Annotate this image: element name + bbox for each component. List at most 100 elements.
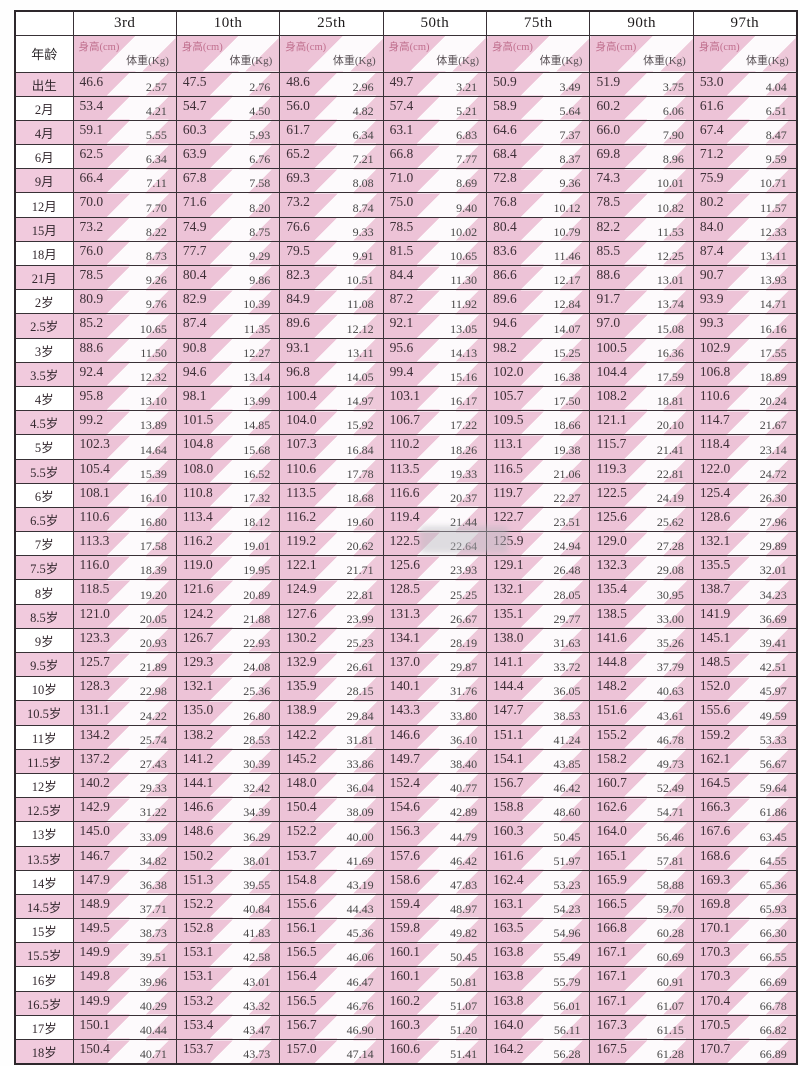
height-unit-label: 身高(cm) xyxy=(78,41,120,53)
height-value: 59.1 xyxy=(79,121,104,137)
weight-value: 20.05 xyxy=(139,611,167,626)
height-value: 110.6 xyxy=(699,387,730,403)
weight-value: 9.36 xyxy=(559,176,581,191)
height-value: 156.7 xyxy=(286,1016,317,1032)
height-value: 113.1 xyxy=(493,436,523,452)
height-value: 166.5 xyxy=(596,895,627,911)
data-cell: 153.1 42.58 xyxy=(175,942,281,968)
weight-value: 38.40 xyxy=(450,756,478,771)
data-cell: 164.0 56.11 xyxy=(486,1014,591,1041)
height-value: 75.9 xyxy=(699,170,724,186)
age-cell: 2.5岁 xyxy=(14,313,74,339)
data-cell: 113.3 17.58 xyxy=(72,531,177,557)
height-value: 137.2 xyxy=(79,750,110,766)
height-value: 160.1 xyxy=(389,944,421,960)
data-cell: 100.5 16.36 xyxy=(589,337,694,363)
height-value: 131.3 xyxy=(389,605,421,621)
age-cell: 15月 xyxy=(14,216,74,242)
weight-value: 3.75 xyxy=(662,79,684,94)
age-cell: 13.5岁 xyxy=(14,845,74,871)
height-value: 119.0 xyxy=(182,557,213,573)
weight-value: 13.14 xyxy=(243,369,271,384)
data-cell: 135.9 28.15 xyxy=(279,676,384,702)
height-value: 143.3 xyxy=(389,702,421,718)
data-cell: 92.4 12.32 xyxy=(72,361,177,387)
data-cell: 160.7 52.49 xyxy=(589,772,694,799)
age-cell: 14岁 xyxy=(14,869,74,895)
weight-value: 34.23 xyxy=(759,587,787,602)
measure-header-cell: 身高(cm) 体重(Kg) xyxy=(692,34,798,73)
weight-value: 5.21 xyxy=(456,103,478,118)
height-value: 156.7 xyxy=(493,774,524,790)
age-cell: 9岁 xyxy=(14,627,74,654)
weight-value: 16.80 xyxy=(139,515,167,530)
weight-value: 48.97 xyxy=(450,902,478,917)
weight-value: 13.01 xyxy=(656,273,684,288)
data-cell: 156.5 46.76 xyxy=(279,990,384,1016)
weight-value: 31.63 xyxy=(553,636,581,650)
weight-value: 39.51 xyxy=(139,950,167,965)
data-cell: 99.2 13.89 xyxy=(72,410,177,436)
data-cell: 88.6 13.01 xyxy=(589,264,694,291)
weight-value: 4.50 xyxy=(249,103,271,118)
weight-value: 21.06 xyxy=(553,466,581,481)
data-cell: 116.2 19.01 xyxy=(175,531,281,557)
weight-value: 26.67 xyxy=(450,611,478,626)
weight-value: 40.84 xyxy=(243,902,271,917)
age-cell: 8.5岁 xyxy=(14,603,74,629)
weight-value: 36.05 xyxy=(553,684,581,699)
table-row: 6岁 108.1 16.10 110.8 17.32 113.5 18.68 116.6 20.… xyxy=(14,482,798,508)
weight-value: 49.73 xyxy=(656,756,684,771)
height-value: 116.6 xyxy=(389,484,420,500)
data-cell: 113.4 18.12 xyxy=(175,506,281,533)
table-row: 10.5岁 131.1 24.22 135.0 26.80 138.9 29.84 143.3… xyxy=(14,700,798,726)
data-cell: 96.8 14.05 xyxy=(279,361,384,387)
percentile-header: 97th xyxy=(692,10,798,36)
data-cell: 153.1 43.01 xyxy=(175,966,281,992)
height-value: 114.7 xyxy=(699,412,730,428)
data-cell: 70.0 7.70 xyxy=(72,192,177,218)
height-value: 101.5 xyxy=(182,412,214,428)
weight-value: 36.69 xyxy=(759,611,787,626)
weight-value: 66.82 xyxy=(759,1023,787,1037)
height-value: 161.6 xyxy=(493,847,524,863)
data-cell: 105.7 17.50 xyxy=(486,385,591,412)
data-cell: 155.2 46.78 xyxy=(589,724,694,750)
height-value: 56.0 xyxy=(286,97,310,113)
height-value: 125.7 xyxy=(79,654,110,669)
height-value: 144.8 xyxy=(596,654,627,669)
data-cell: 150.4 38.09 xyxy=(279,797,384,823)
data-cell: 154.8 43.19 xyxy=(279,869,384,895)
weight-unit-label: 体重(Kg) xyxy=(332,54,376,67)
weight-value: 29.08 xyxy=(656,563,684,578)
data-cell: 125.6 23.93 xyxy=(382,555,488,581)
data-cell: 167.1 61.07 xyxy=(589,990,694,1016)
height-value: 167.6 xyxy=(699,823,731,839)
age-cell: 7岁 xyxy=(14,531,74,557)
height-value: 76.6 xyxy=(286,218,310,234)
data-cell: 99.3 16.16 xyxy=(692,313,798,339)
weight-value: 39.96 xyxy=(139,974,167,989)
data-cell: 156.7 46.42 xyxy=(486,772,591,799)
data-cell: 61.7 6.34 xyxy=(279,119,384,146)
age-cell: 出生 xyxy=(14,71,74,97)
data-cell: 163.8 55.49 xyxy=(486,942,591,968)
weight-value: 16.52 xyxy=(243,466,271,481)
height-value: 96.8 xyxy=(286,363,310,379)
weight-value: 15.25 xyxy=(553,345,581,360)
data-cell: 170.7 66.89 xyxy=(692,1038,798,1065)
data-cell: 148.0 36.04 xyxy=(279,772,384,799)
table-row: 7.5岁 116.0 18.39 119.0 19.95 122.1 21.71 125.6 2… xyxy=(14,555,798,581)
age-cell: 2月 xyxy=(14,95,74,121)
data-cell: 134.2 25.74 xyxy=(72,724,177,750)
weight-value: 3.49 xyxy=(559,79,581,94)
height-value: 164.2 xyxy=(493,1041,524,1056)
table-row: 15月 73.2 8.22 74.9 8.75 76.6 9.33 78.5 10.02 80.4… xyxy=(14,216,798,242)
weight-value: 20.10 xyxy=(656,418,684,433)
height-value: 154.1 xyxy=(493,750,524,766)
data-cell: 89.6 12.12 xyxy=(279,313,384,339)
weight-value: 21.44 xyxy=(450,515,478,530)
weight-value: 11.50 xyxy=(140,345,167,360)
height-value: 138.0 xyxy=(493,629,524,645)
weight-value: 36.38 xyxy=(139,877,167,892)
